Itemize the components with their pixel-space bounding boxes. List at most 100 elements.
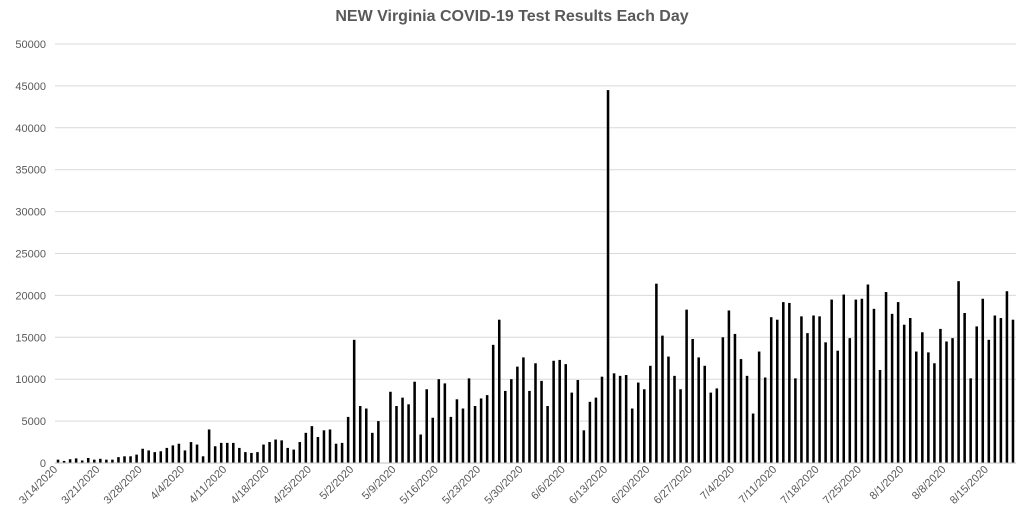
bar-53 (377, 421, 380, 463)
x-tick-label: 7/11/2020 (737, 464, 780, 507)
bar-69 (473, 406, 477, 463)
bar-136 (878, 369, 882, 463)
bar-83 (558, 359, 561, 463)
x-tick-label: 5/9/2020 (360, 464, 399, 503)
bar-142 (915, 351, 918, 463)
x-tick-label: 7/18/2020 (779, 464, 822, 507)
bar-13 (135, 454, 138, 463)
bar-112 (733, 333, 737, 463)
x-tick-label: 5/16/2020 (398, 464, 441, 507)
bar-29 (232, 442, 235, 463)
bar-23 (195, 444, 199, 463)
y-tick-label: 10000 (15, 374, 46, 386)
bar-143 (921, 332, 924, 463)
bar-146 (939, 328, 942, 463)
bar-74 (504, 390, 507, 463)
bar-87 (582, 430, 586, 463)
x-tick-label: 8/15/2020 (948, 464, 991, 507)
bar-84 (564, 364, 567, 463)
bar-113 (739, 359, 743, 463)
bar-117 (763, 377, 767, 463)
bar-150 (963, 313, 966, 463)
bar-39 (292, 449, 296, 463)
bar-18 (165, 447, 169, 463)
x-tick-label: 4/25/2020 (271, 464, 314, 507)
bar-145 (933, 363, 936, 463)
bar-152 (975, 326, 978, 463)
bar-141 (908, 318, 912, 463)
bar-44 (322, 430, 326, 463)
bar-45 (328, 429, 332, 463)
bar-116 (757, 351, 761, 463)
bar-149 (957, 281, 960, 463)
bar-91 (606, 90, 610, 463)
bar-24 (201, 456, 205, 463)
bar-137 (884, 292, 888, 463)
bar-79 (534, 363, 537, 463)
bar-48 (346, 416, 350, 463)
y-tick-label: 0 (40, 458, 46, 470)
bar-92 (612, 373, 616, 463)
bar-12 (129, 456, 132, 463)
bar-81 (546, 406, 549, 463)
x-tick-label: 4/11/2020 (187, 464, 230, 507)
bar-59 (413, 381, 416, 463)
bar-75 (510, 379, 513, 463)
bar-108 (709, 392, 713, 463)
bar-157 (1005, 291, 1009, 463)
bar-130 (842, 294, 846, 463)
x-tick-label: 7/4/2020 (698, 464, 737, 503)
bar-73 (497, 319, 501, 463)
bar-34 (262, 444, 265, 463)
bar-1 (62, 460, 66, 463)
bar-77 (522, 357, 525, 463)
y-axis-tick-labels: 0 5000 10000 15000 20000 25000 30000 35000 40000… (15, 39, 46, 470)
y-tick-label: 40000 (15, 123, 46, 135)
bar-125 (812, 315, 815, 463)
bar-151 (969, 378, 972, 463)
x-tick-label: 5/23/2020 (440, 464, 483, 507)
bar-99 (655, 283, 658, 463)
bar-21 (183, 450, 187, 463)
bar-94 (624, 375, 628, 463)
x-tick-label: 6/6/2020 (529, 464, 568, 503)
bar-60 (419, 434, 422, 463)
bar-111 (727, 310, 731, 463)
bar-14 (141, 448, 144, 463)
bar-68 (467, 378, 471, 463)
bar-127 (824, 342, 827, 463)
x-tick-label: 6/13/2020 (567, 464, 610, 507)
bar-50 (358, 406, 362, 463)
bar-16 (153, 452, 156, 463)
bar-47 (340, 442, 344, 463)
bar-62 (431, 417, 435, 463)
bar-61 (425, 389, 428, 463)
bar-133 (860, 298, 864, 463)
bar-57 (401, 397, 404, 463)
x-tick-label: 3/28/2020 (102, 464, 145, 507)
bar-86 (576, 380, 580, 463)
bar-119 (775, 319, 779, 463)
bar-98 (649, 365, 652, 463)
bar-102 (673, 375, 676, 463)
y-tick-label: 35000 (15, 165, 46, 177)
bar-38 (286, 447, 289, 463)
bar-32 (250, 452, 253, 463)
bar-55 (389, 391, 392, 463)
bar-28 (225, 442, 229, 463)
bar-106 (697, 357, 700, 463)
bar-89 (594, 397, 598, 463)
bar-132 (854, 299, 858, 463)
bar-2 (68, 459, 72, 463)
bar-36 (274, 439, 277, 463)
bar-109 (715, 388, 719, 463)
chart-title: NEW Virginia COVID-19 Test Results Each … (335, 8, 689, 25)
bar-33 (256, 452, 259, 463)
x-tick-label: 4/18/2020 (229, 464, 272, 507)
bar-124 (806, 333, 809, 463)
bar-4 (80, 460, 84, 463)
bar-31 (244, 452, 247, 463)
bar-25 (207, 429, 211, 463)
x-tick-label: 5/2/2020 (318, 464, 357, 503)
bar-15 (147, 450, 150, 463)
